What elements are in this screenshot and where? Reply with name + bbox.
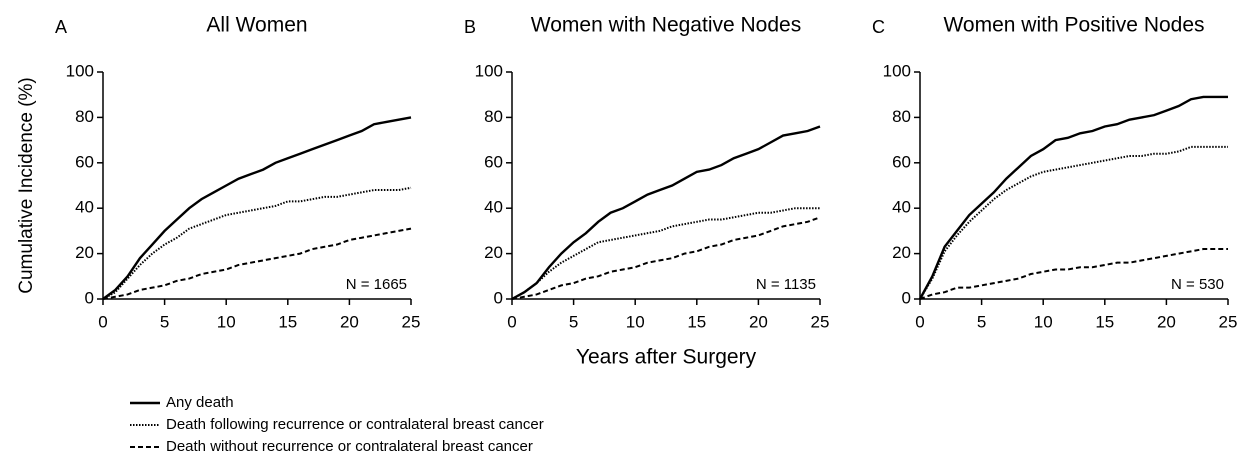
x-tick-label: 10 xyxy=(626,312,645,331)
y-tick-label: 40 xyxy=(484,198,503,217)
series-line xyxy=(511,207,820,300)
y-tick-label: 60 xyxy=(75,152,94,171)
x-tick-label: 5 xyxy=(569,312,578,331)
series-line xyxy=(102,116,412,300)
legend-label: Any death xyxy=(166,394,234,411)
x-axis-label: Years after Surgery xyxy=(576,346,757,369)
panel-letter: A xyxy=(55,17,67,37)
x-tick-label: 10 xyxy=(217,312,236,331)
y-tick-label: 40 xyxy=(75,198,94,217)
chart-title: All Women xyxy=(206,14,307,37)
x-tick-label: 20 xyxy=(1157,312,1176,331)
y-tick-label: 80 xyxy=(892,107,911,126)
x-tick-label: 25 xyxy=(811,312,830,331)
x-tick-label: 20 xyxy=(749,312,768,331)
y-tick-label: 100 xyxy=(66,61,94,80)
panel-letter: B xyxy=(464,17,476,37)
y-tick-label: 80 xyxy=(75,107,94,126)
sample-size: N = 530 xyxy=(1171,276,1224,293)
y-tick-label: 60 xyxy=(892,152,911,171)
x-tick-label: 5 xyxy=(160,312,169,331)
x-tick-label: 10 xyxy=(1034,312,1053,331)
x-tick-label: 20 xyxy=(340,312,359,331)
series-line xyxy=(511,125,821,301)
y-tick-label: 20 xyxy=(484,243,503,262)
x-tick-label: 25 xyxy=(402,312,421,331)
x-tick-label: 25 xyxy=(1219,312,1238,331)
sample-size: N = 1665 xyxy=(346,276,407,293)
series-line xyxy=(102,227,412,300)
y-tick-label: 100 xyxy=(883,61,911,80)
sample-size: N = 1135 xyxy=(756,276,816,293)
x-tick-label: 0 xyxy=(507,312,516,331)
y-tick-label: 40 xyxy=(892,198,911,217)
legend-label: Death following recurrence or contralate… xyxy=(166,416,544,433)
series-line xyxy=(511,216,821,300)
y-tick-label: 80 xyxy=(484,107,503,126)
x-tick-label: 15 xyxy=(278,312,297,331)
y-tick-label: 0 xyxy=(494,288,503,307)
series-line xyxy=(918,95,1228,300)
y-axis-label: Cumulative Incidence (%) xyxy=(16,77,37,293)
y-tick-label: 20 xyxy=(892,243,911,262)
x-tick-label: 0 xyxy=(98,312,107,331)
y-tick-label: 100 xyxy=(475,61,503,80)
x-tick-label: 5 xyxy=(977,312,986,331)
series-line xyxy=(919,145,1228,300)
chart-title: Women with Positive Nodes xyxy=(943,14,1204,37)
chart-title: Women with Negative Nodes xyxy=(531,14,801,37)
series-line xyxy=(102,186,412,300)
y-tick-label: 20 xyxy=(75,243,94,262)
x-tick-label: 0 xyxy=(915,312,924,331)
y-tick-label: 0 xyxy=(85,288,94,307)
y-tick-label: 60 xyxy=(484,152,503,171)
legend-label: Death without recurrence or contralatera… xyxy=(166,438,533,455)
y-tick-label: 0 xyxy=(902,288,911,307)
x-tick-label: 15 xyxy=(687,312,706,331)
panel-letter: C xyxy=(872,17,885,37)
x-tick-label: 15 xyxy=(1095,312,1114,331)
